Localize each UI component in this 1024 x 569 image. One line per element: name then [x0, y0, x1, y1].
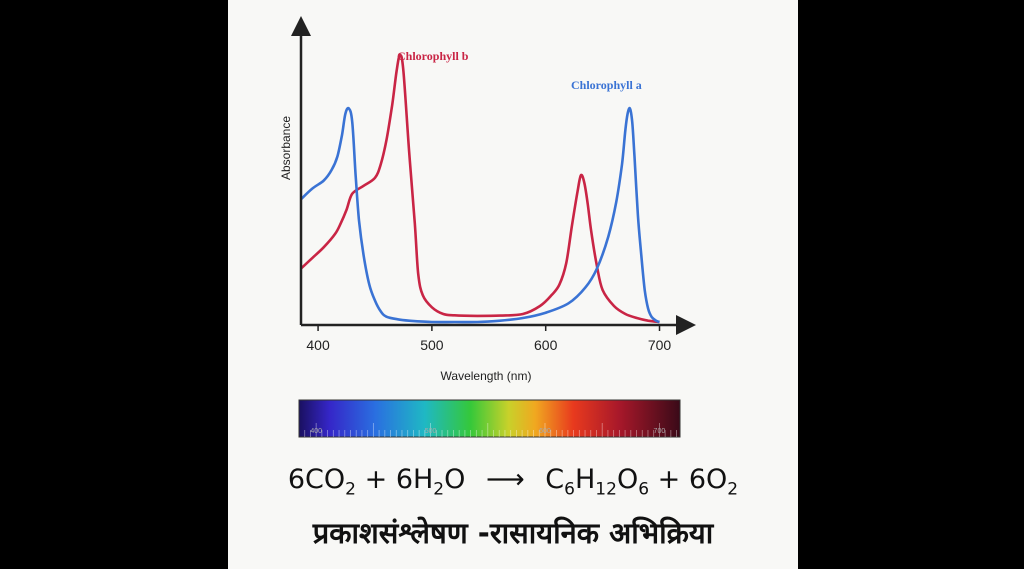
series-line-chlorophyll-a	[300, 106, 660, 324]
spectrum-tick-label-500: 500	[425, 428, 437, 435]
series-label-chlorophyll-a: Chlorophyll a	[571, 78, 642, 92]
x-tick-label-600: 600	[534, 337, 558, 353]
y-axis-title: Absorbance	[279, 116, 293, 180]
curves-layer	[300, 53, 660, 324]
eq-co2: 6CO2	[287, 464, 356, 500]
absorption-spectrum-chart: 400 500 600 700 Chlorophyll b Chlorophyll a…	[279, 16, 696, 438]
x-axis-title: Wavelength (nm)	[441, 369, 532, 383]
reaction-arrow-icon: ⟶	[485, 464, 525, 495]
series-line-chlorophyll-b	[300, 53, 660, 324]
spectrum-tick-layer: 400 500 600 700	[304, 423, 677, 437]
series-label-chlorophyll-b: Chlorophyll b	[397, 49, 469, 63]
eq-o2: 6O2	[688, 464, 739, 500]
eq-plus-2: +	[657, 464, 681, 495]
caption-title: प्रकाशसंश्लेषण -रासायनिक अभिक्रिया	[312, 516, 714, 550]
figure-panel: 400 500 600 700 Chlorophyll b Chlorophyll a…	[228, 0, 798, 569]
spectrum-bar	[298, 399, 681, 438]
x-tick-layer: 400 500 600 700	[306, 325, 671, 353]
eq-h2o: 6H2O	[395, 464, 466, 500]
eq-glucose: C6H12O6	[545, 464, 650, 500]
spectrum-tick-label-600: 600	[539, 428, 551, 435]
spectrum-tick-label-700: 700	[654, 428, 666, 435]
x-tick-label-500: 500	[420, 337, 444, 353]
eq-plus-1: +	[364, 464, 388, 495]
photosynthesis-equation: 6CO2 + 6H2O ⟶ C6H12O6 + 6O2	[228, 464, 798, 499]
x-tick-label-700: 700	[648, 337, 672, 353]
x-tick-label-400: 400	[306, 337, 330, 353]
spectrum-tick-label-400: 400	[310, 428, 322, 435]
